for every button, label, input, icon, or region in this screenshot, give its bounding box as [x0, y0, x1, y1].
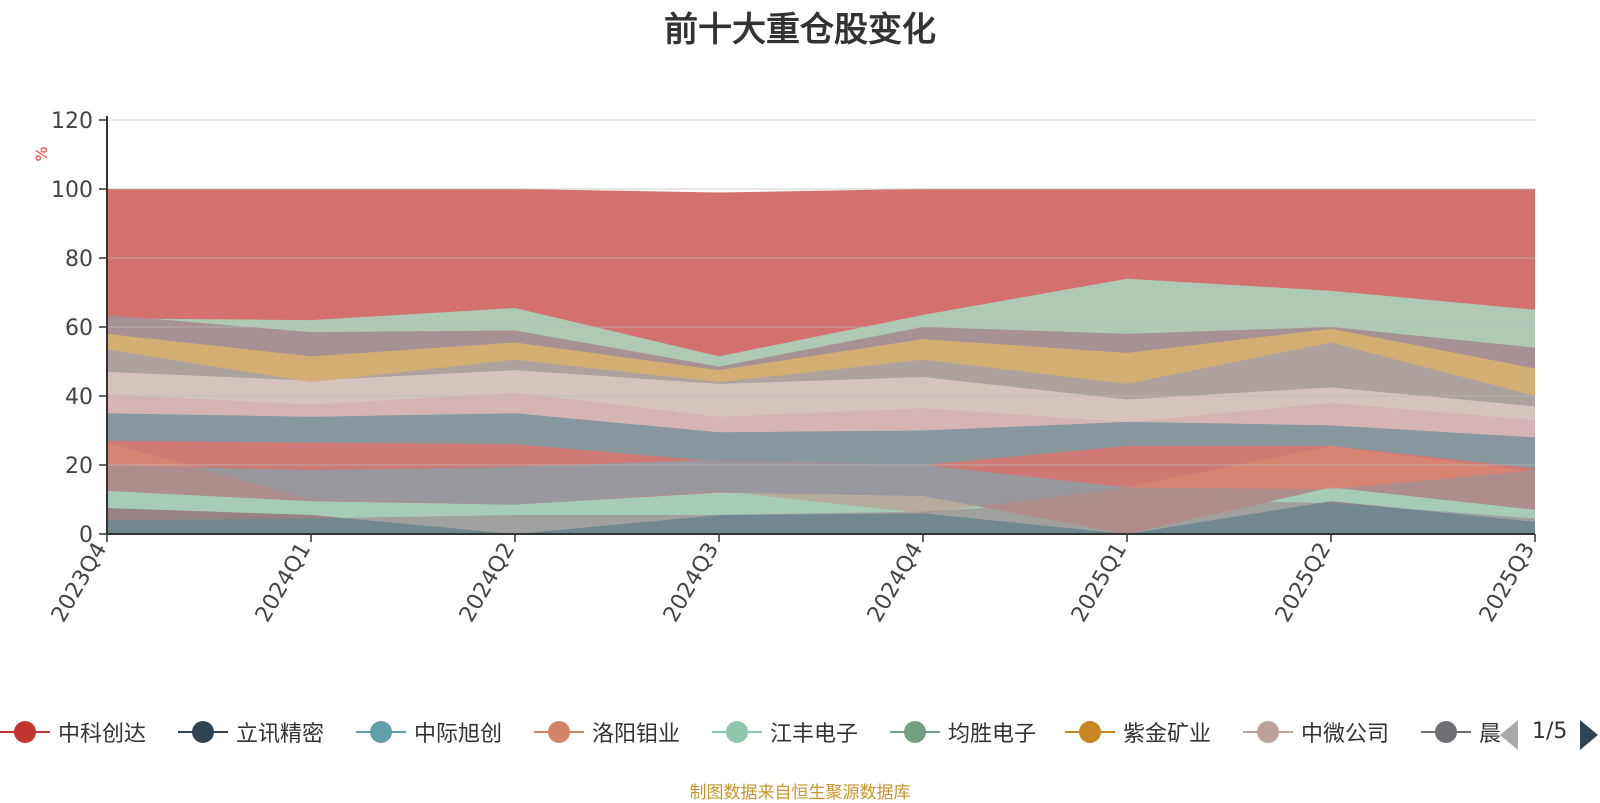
- legend-pager: 1/5: [1500, 716, 1600, 752]
- y-tick-label: 40: [65, 385, 93, 410]
- y-tick-label: 100: [51, 178, 93, 203]
- x-tick-label: 2025Q2: [1271, 539, 1336, 627]
- x-tick-label: 2023Q4: [47, 539, 112, 627]
- legend-marker-icon: [1243, 712, 1293, 752]
- legend: 中科创达 立讯精密 中际旭创 洛阳钼业 江丰电子 均胜电子 紫金矿业 中微公司 晨: [0, 712, 1510, 752]
- y-tick-label: 120: [51, 109, 93, 134]
- legend-item[interactable]: 中际旭创: [356, 712, 502, 752]
- legend-label: 立讯精密: [236, 722, 325, 747]
- legend-marker-icon: [356, 712, 406, 752]
- legend-label: 晨: [1479, 722, 1502, 747]
- legend-marker-icon: [712, 712, 762, 752]
- source-note: 制图数据来自恒生聚源数据库: [689, 783, 911, 803]
- y-tick-label: 20: [65, 454, 93, 479]
- legend-item[interactable]: 立讯精密: [178, 712, 324, 752]
- area-stripe-4: [107, 440, 1535, 490]
- legend-next-page-icon[interactable]: [1580, 720, 1598, 750]
- area-stripe-8: [107, 342, 1535, 407]
- area-stripe-10: [107, 314, 1535, 371]
- y-tick-label: 0: [79, 523, 93, 548]
- legend-item[interactable]: 均胜电子: [890, 712, 1036, 752]
- legend-item[interactable]: 江丰电子: [712, 712, 858, 752]
- legend-item[interactable]: 晨: [1421, 712, 1501, 752]
- legend-label: 中微公司: [1301, 722, 1390, 747]
- legend-marker-icon: [890, 712, 940, 752]
- legend-item[interactable]: 中微公司: [1243, 712, 1389, 752]
- legend-label: 均胜电子: [948, 722, 1037, 747]
- y-tick-label: 60: [65, 316, 93, 341]
- legend-label: 江丰电子: [770, 722, 859, 747]
- legend-item[interactable]: 中科创达: [0, 712, 146, 752]
- legend-marker-icon: [0, 712, 50, 752]
- legend-label: 紫金矿业: [1123, 722, 1212, 747]
- y-tick-label: 80: [65, 247, 93, 272]
- legend-marker-icon: [178, 712, 228, 752]
- x-tick-label: 2024Q1: [251, 539, 316, 627]
- x-tick-label: 2024Q4: [863, 539, 928, 627]
- area-stripe-0: [107, 499, 1535, 534]
- x-tick-label: 2025Q3: [1475, 539, 1540, 627]
- x-tick-label: 2024Q3: [659, 539, 724, 627]
- legend-label: 中际旭创: [414, 722, 503, 747]
- legend-marker-icon: [1421, 712, 1471, 752]
- x-tick-label: 2024Q2: [455, 539, 520, 627]
- legend-label: 中科创达: [58, 722, 147, 747]
- legend-marker-icon: [534, 712, 584, 752]
- area-stripe-6: [107, 392, 1535, 438]
- legend-item[interactable]: 紫金矿业: [1065, 712, 1211, 752]
- legend-marker-icon: [1065, 712, 1115, 752]
- area-stripe-2: [107, 442, 1535, 534]
- x-tick-label: 2025Q1: [1067, 539, 1132, 627]
- legend-page-indicator: 1/5: [1532, 719, 1568, 744]
- legend-item[interactable]: 洛阳钼业: [534, 712, 680, 752]
- area-band-12: [107, 501, 1535, 534]
- chart-title: 前十大重仓股变化: [664, 10, 936, 50]
- y-axis-label: %: [32, 146, 51, 161]
- legend-prev-page-icon[interactable]: [1500, 720, 1518, 750]
- legend-label: 洛阳钼业: [592, 722, 681, 747]
